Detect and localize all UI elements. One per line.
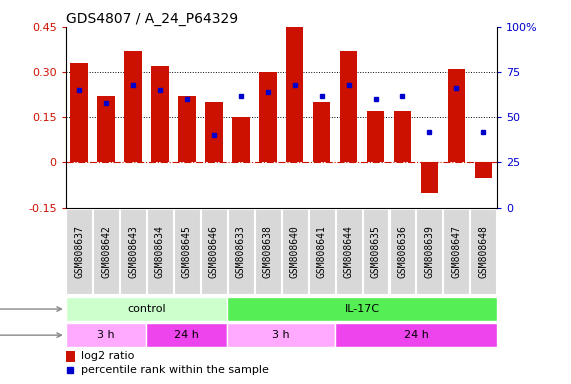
FancyBboxPatch shape — [389, 209, 415, 294]
FancyBboxPatch shape — [66, 209, 92, 294]
FancyBboxPatch shape — [471, 209, 496, 294]
FancyBboxPatch shape — [66, 297, 227, 321]
FancyBboxPatch shape — [227, 323, 335, 348]
FancyBboxPatch shape — [228, 209, 254, 294]
Text: GSM808646: GSM808646 — [209, 225, 219, 278]
Text: GSM808647: GSM808647 — [451, 225, 461, 278]
Bar — [66, 351, 75, 362]
FancyBboxPatch shape — [363, 209, 388, 294]
FancyBboxPatch shape — [255, 209, 281, 294]
Text: GSM808648: GSM808648 — [478, 225, 488, 278]
Text: GSM808635: GSM808635 — [371, 225, 380, 278]
FancyBboxPatch shape — [147, 323, 227, 348]
Bar — [232, 117, 250, 162]
FancyBboxPatch shape — [66, 323, 147, 348]
Bar — [367, 111, 384, 162]
Bar — [151, 66, 168, 162]
Bar — [286, 27, 303, 162]
Bar — [124, 51, 142, 162]
Text: GSM808634: GSM808634 — [155, 225, 165, 278]
FancyBboxPatch shape — [282, 209, 308, 294]
Text: time: time — [0, 330, 61, 340]
Text: IL-17C: IL-17C — [344, 304, 380, 314]
Text: control: control — [127, 304, 166, 314]
FancyBboxPatch shape — [416, 209, 443, 294]
FancyBboxPatch shape — [227, 297, 497, 321]
FancyBboxPatch shape — [444, 209, 469, 294]
Text: GSM808639: GSM808639 — [424, 225, 435, 278]
Text: GSM808641: GSM808641 — [317, 225, 327, 278]
Bar — [97, 96, 115, 162]
Text: GSM808637: GSM808637 — [74, 225, 84, 278]
Text: 24 h: 24 h — [175, 330, 199, 340]
FancyBboxPatch shape — [336, 209, 361, 294]
Text: 3 h: 3 h — [97, 330, 115, 340]
Bar — [259, 72, 276, 162]
Text: GSM808642: GSM808642 — [101, 225, 111, 278]
Text: GSM808643: GSM808643 — [128, 225, 138, 278]
Text: GSM808645: GSM808645 — [182, 225, 192, 278]
FancyBboxPatch shape — [120, 209, 146, 294]
Bar — [70, 63, 88, 162]
Bar — [340, 51, 357, 162]
Text: log2 ratio: log2 ratio — [81, 351, 134, 361]
Bar — [421, 162, 438, 192]
FancyBboxPatch shape — [335, 323, 497, 348]
Text: GDS4807 / A_24_P64329: GDS4807 / A_24_P64329 — [66, 12, 238, 26]
Text: GSM808638: GSM808638 — [263, 225, 273, 278]
FancyBboxPatch shape — [309, 209, 335, 294]
Text: GSM808633: GSM808633 — [236, 225, 246, 278]
Bar — [205, 102, 223, 162]
FancyBboxPatch shape — [147, 209, 173, 294]
Text: 24 h: 24 h — [404, 330, 428, 340]
Text: percentile rank within the sample: percentile rank within the sample — [81, 365, 268, 375]
Bar — [313, 102, 331, 162]
Text: agent: agent — [0, 304, 61, 314]
Text: GSM808636: GSM808636 — [397, 225, 408, 278]
Text: GSM808640: GSM808640 — [289, 225, 300, 278]
Text: 3 h: 3 h — [272, 330, 290, 340]
Bar — [448, 69, 465, 162]
FancyBboxPatch shape — [174, 209, 200, 294]
Bar — [475, 162, 492, 177]
FancyBboxPatch shape — [93, 209, 119, 294]
Text: GSM808644: GSM808644 — [344, 225, 353, 278]
Bar — [178, 96, 196, 162]
Bar — [394, 111, 411, 162]
FancyBboxPatch shape — [201, 209, 227, 294]
